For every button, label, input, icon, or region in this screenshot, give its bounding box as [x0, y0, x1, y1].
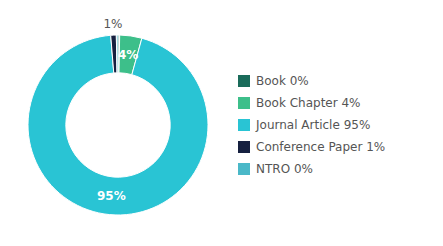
- legend-swatch: [238, 163, 250, 175]
- background: [0, 0, 443, 246]
- slice: [28, 35, 208, 215]
- slice-label: 1%: [103, 17, 122, 31]
- legend-label: Conference Paper 1%: [256, 140, 385, 154]
- legend-label: Journal Article 95%: [255, 118, 370, 132]
- legend: Book 0% Book Chapter 4% Journal Article 95…: [238, 74, 385, 176]
- legend-label: Book 0%: [256, 74, 309, 88]
- chart-container: 4% 95% 1% Book 0% Book Chapter 4% Journal Art…: [0, 0, 443, 246]
- slice-label: 4%: [118, 48, 138, 62]
- legend-swatch: [238, 97, 250, 109]
- page: {"chart_data": {"type": "donut", "catego…: [0, 0, 443, 246]
- slice: [111, 35, 117, 73]
- legend-swatch: [238, 141, 250, 153]
- legend-swatch: [238, 119, 250, 131]
- slice-labels: 4% 95% 1%: [97, 17, 138, 202]
- slice-label: 95%: [97, 189, 126, 203]
- legend-swatch: [238, 75, 250, 87]
- slices: [28, 35, 208, 215]
- chart-svg: 4% 95% 1% Book 0% Book Chapter 4% Journal Art…: [0, 0, 443, 246]
- legend-label: NTRO 0%: [256, 162, 313, 176]
- legend-label: Book Chapter 4%: [256, 96, 361, 110]
